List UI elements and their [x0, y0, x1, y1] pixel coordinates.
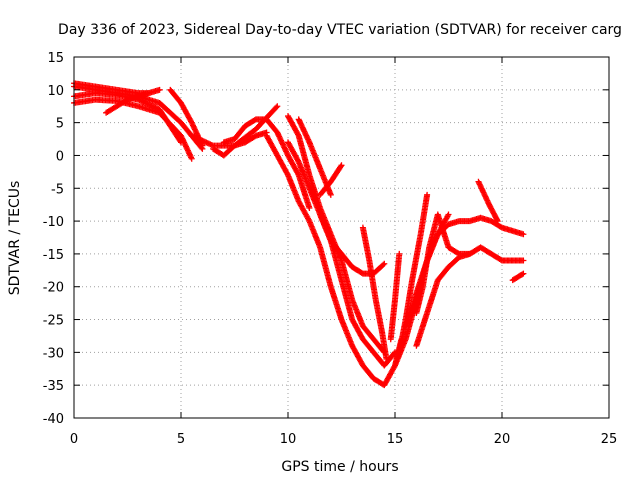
plus-marker — [274, 103, 281, 110]
series-track-24 — [509, 270, 527, 284]
y-tick-label: -20 — [43, 281, 64, 296]
y-tick-label: -10 — [43, 215, 64, 230]
y-tick-label: -40 — [43, 412, 64, 427]
y-tick-label: -35 — [43, 379, 64, 394]
plus-marker — [391, 350, 398, 357]
plus-marker — [494, 218, 501, 225]
plus-marker — [466, 250, 473, 257]
plus-marker — [188, 155, 195, 162]
plus-marker — [519, 271, 526, 278]
x-tick-label: 20 — [494, 432, 511, 447]
plus-marker — [327, 191, 334, 198]
plus-marker — [391, 363, 398, 370]
y-tick-label: 15 — [47, 51, 64, 66]
plus-marker — [284, 170, 291, 177]
plus-marker — [187, 118, 194, 125]
plot-frame — [73, 56, 610, 419]
y-tick-label: -25 — [43, 314, 64, 329]
plus-marker — [396, 250, 403, 257]
series-track-5 — [103, 86, 163, 116]
plus-marker — [338, 162, 345, 169]
chart-title: Day 336 of 2023, Sidereal Day-to-day VTE… — [58, 22, 622, 38]
x-tick-label: 15 — [387, 432, 404, 447]
x-axis-label: GPS time / hours — [281, 459, 398, 475]
y-tick-label: 10 — [47, 84, 64, 99]
plus-marker — [306, 204, 313, 211]
series-track-8 — [210, 129, 270, 159]
plus-marker — [494, 216, 501, 223]
y-axis-label: SDTVAR / TECUs — [7, 181, 23, 296]
y-tick-label: 0 — [56, 149, 64, 164]
plus-marker — [337, 163, 344, 170]
y-tick-label: 5 — [56, 117, 64, 132]
plus-marker — [123, 97, 130, 104]
y-tick-label: -30 — [43, 346, 64, 361]
x-tick-label: 5 — [177, 432, 185, 447]
series-track-9 — [220, 116, 313, 211]
series-track-16 — [359, 224, 390, 362]
y-tick-label: -5 — [51, 182, 64, 197]
series-track-17 — [387, 250, 403, 343]
series-track-23 — [475, 178, 501, 225]
plus-marker — [520, 257, 527, 264]
x-tick-label: 10 — [280, 432, 297, 447]
axis-ticks: 0 5 10 15 20 25 -40 -35 -30 -25 -20 -15 -10 -5 0 5 10 15 — [43, 51, 618, 447]
plus-marker — [156, 86, 163, 93]
series-track-15 — [317, 162, 345, 198]
plus-marker — [520, 231, 527, 238]
plus-marker — [520, 270, 527, 277]
series-track-22 — [413, 211, 473, 316]
plus-marker — [305, 216, 312, 223]
series-track-11 — [285, 139, 398, 369]
x-tick-label: 0 — [70, 432, 78, 447]
data-series — [71, 80, 527, 389]
series-track-14 — [317, 211, 388, 277]
plus-marker — [383, 355, 390, 362]
plus-marker — [424, 191, 431, 198]
series-track-10 — [263, 132, 405, 389]
plus-marker — [273, 104, 280, 111]
plus-marker — [294, 157, 301, 164]
plus-marker — [444, 212, 451, 219]
plus-marker — [294, 131, 301, 138]
x-tick-label: 25 — [601, 432, 618, 447]
series-track-3 — [71, 96, 195, 162]
y-tick-label: -15 — [43, 248, 64, 263]
plus-marker — [445, 211, 452, 218]
plus-marker — [294, 170, 301, 177]
plus-marker — [380, 261, 387, 268]
plus-marker — [381, 260, 388, 267]
